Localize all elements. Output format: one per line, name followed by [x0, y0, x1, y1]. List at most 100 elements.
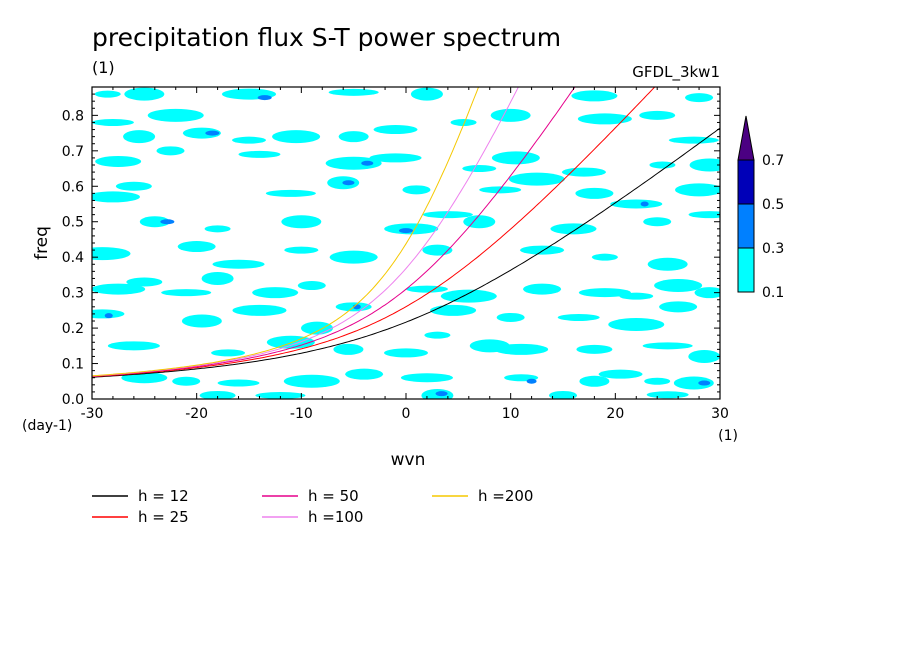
- contour-blob: [205, 130, 220, 136]
- contour-blob: [462, 165, 497, 173]
- contour-blob: [92, 283, 146, 295]
- legend: h = 12 h = 25 h = 50 h =100 h =200: [92, 487, 533, 526]
- contour-blob: [182, 127, 221, 139]
- contour-blob: [430, 304, 477, 316]
- contour-blob: [272, 130, 321, 144]
- contour-blob: [252, 287, 299, 299]
- contour-blob: [399, 228, 413, 234]
- contour-blob: [644, 377, 671, 385]
- colorbar-segment: [737, 247, 755, 293]
- contour-blob: [156, 146, 185, 156]
- y-tick-label: 0.8: [62, 108, 84, 124]
- x-tick-label: 20: [606, 406, 624, 422]
- contour-blob: [402, 185, 431, 195]
- contour-blob: [124, 87, 165, 101]
- contour-blob: [400, 373, 453, 383]
- contour-blob: [265, 189, 316, 197]
- contour-blob: [297, 281, 326, 291]
- colorbar-segment: [737, 203, 755, 249]
- legend-label: h = 50: [308, 487, 359, 505]
- contour-blob: [204, 225, 231, 233]
- contour-blob: [508, 172, 565, 186]
- contour-blob: [659, 301, 698, 313]
- contour-blob: [643, 217, 672, 227]
- contour-blob: [369, 153, 422, 163]
- contour-blob: [329, 250, 378, 264]
- x-tick-label: -10: [290, 406, 313, 422]
- chart-title: precipitation flux S-T power spectrum: [92, 23, 561, 52]
- legend-label: h = 25: [138, 508, 189, 526]
- y-tick-label: 0.0: [62, 392, 84, 408]
- contour-blob: [92, 118, 134, 126]
- contour-blob: [557, 313, 600, 321]
- contour-blob: [688, 349, 720, 363]
- contour-blob: [520, 245, 565, 255]
- contour-blob: [526, 378, 537, 384]
- contour-blob: [639, 110, 676, 120]
- contour-blob: [139, 216, 170, 228]
- contour-blob: [333, 343, 364, 355]
- contour-blob: [450, 118, 477, 126]
- contour-blob: [284, 246, 319, 254]
- x-unit-label: (1): [718, 428, 738, 444]
- colorbar: 0.1 0.3 0.5 0.7: [737, 115, 784, 301]
- contour-blob: [490, 108, 531, 122]
- legend-label: h =200: [478, 487, 533, 505]
- contour-blob: [654, 279, 703, 293]
- contour-blob: [576, 344, 613, 354]
- contour-blob: [491, 151, 540, 165]
- colorbar-label: 0.1: [762, 285, 784, 301]
- contour-blob: [92, 191, 140, 203]
- legend-label: h = 12: [138, 487, 189, 505]
- y-tick-label: 0.7: [62, 144, 84, 160]
- y-tick-label: 0.4: [62, 250, 84, 266]
- contour-blob: [238, 150, 281, 158]
- contour-blob: [463, 215, 496, 229]
- contour-blob: [177, 241, 216, 253]
- contour-blob: [577, 113, 632, 125]
- contour-blob: [646, 391, 689, 399]
- contour-fill-layer: [92, 87, 720, 399]
- contour-blob: [325, 156, 382, 170]
- contour-blob: [591, 253, 618, 261]
- contour-blob: [123, 130, 156, 144]
- dispersion-curve-h50: [92, 87, 576, 377]
- contour-blob: [361, 160, 374, 166]
- contour-blob: [689, 158, 720, 172]
- contour-blob: [92, 247, 131, 261]
- colorbar-extension: [737, 115, 755, 161]
- contour-blob: [283, 374, 340, 388]
- contour-blob: [405, 285, 448, 293]
- contour-blob: [642, 342, 693, 350]
- contour-blob: [410, 87, 443, 101]
- colorbar-label: 0.5: [762, 197, 784, 213]
- contour-blob: [115, 181, 152, 191]
- y-tick-label: 0.5: [62, 215, 84, 231]
- contour-blob: [328, 88, 379, 96]
- contour-blob: [685, 93, 714, 103]
- contour-blob: [571, 90, 618, 102]
- legend-label: h =100: [308, 508, 363, 526]
- contour-blob: [201, 271, 234, 285]
- contour-blob: [345, 368, 384, 380]
- contour-blob: [647, 257, 688, 271]
- x-tick-label: 10: [502, 406, 520, 422]
- dispersion-curve-h25: [92, 87, 656, 378]
- dispersion-curves-layer: [92, 87, 720, 378]
- contour-blob: [578, 288, 631, 298]
- contour-blob: [301, 321, 334, 335]
- x-tick-label: -20: [185, 406, 208, 422]
- x-tick-label: 0: [402, 406, 411, 422]
- contour-blob: [496, 312, 525, 322]
- x-tick-label: -30: [81, 406, 104, 422]
- contour-blob: [160, 219, 175, 225]
- y-tick-label: 0.2: [62, 321, 84, 337]
- contour-blob: [257, 95, 272, 101]
- contour-blob: [598, 369, 643, 379]
- contour-blob: [373, 125, 418, 135]
- contour-blob: [668, 136, 719, 144]
- contour-blob: [649, 161, 676, 169]
- contour-blob: [94, 90, 121, 98]
- contour-blob: [523, 283, 562, 295]
- contour-blob: [608, 318, 665, 332]
